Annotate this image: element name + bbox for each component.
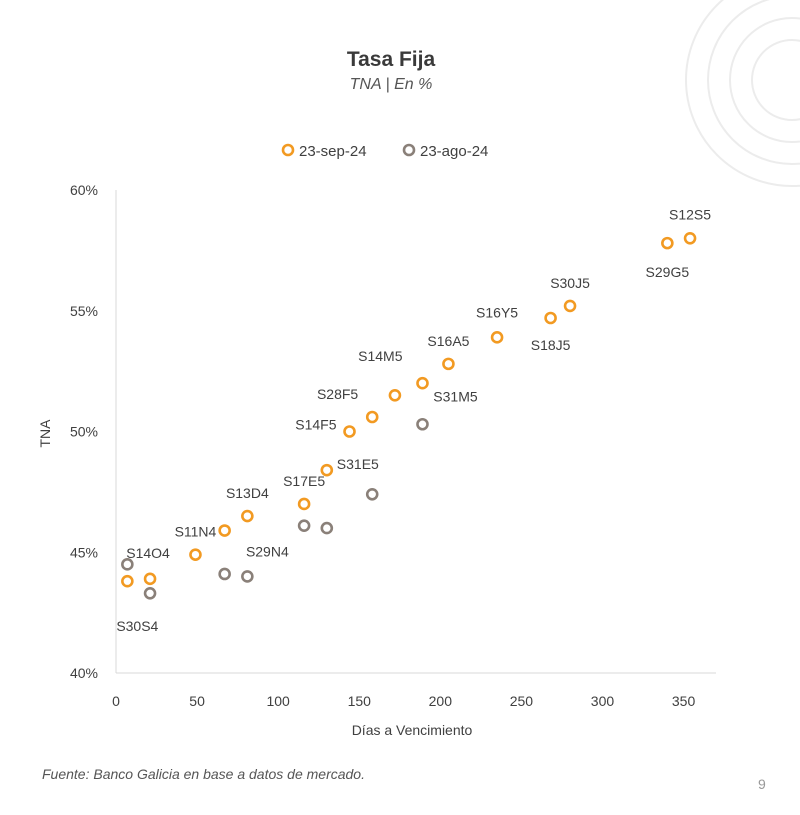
y-tick-label: 40% bbox=[70, 665, 98, 681]
y-tick-label: 45% bbox=[70, 544, 98, 560]
point-label: S28F5 bbox=[317, 386, 358, 402]
y-tick-label: 50% bbox=[70, 424, 98, 440]
point-label: S14F5 bbox=[295, 417, 336, 433]
point-label: S31E5 bbox=[337, 456, 379, 472]
point-label: S14O4 bbox=[126, 545, 170, 561]
point-label: S18J5 bbox=[531, 337, 571, 353]
point-23-sep-24 bbox=[320, 463, 334, 477]
x-tick-label: 100 bbox=[266, 693, 290, 709]
x-tick-label: 250 bbox=[510, 693, 534, 709]
point-23-sep-24 bbox=[661, 236, 674, 250]
point-23-ago-24 bbox=[297, 519, 311, 532]
x-tick-label: 50 bbox=[189, 693, 205, 709]
point-23-sep-24 bbox=[189, 548, 202, 561]
point-23-ago-24 bbox=[416, 417, 429, 431]
chart-title: Tasa Fija bbox=[346, 48, 436, 71]
point-23-sep-24 bbox=[563, 299, 577, 313]
point-23-ago-24 bbox=[241, 570, 254, 583]
point-label: S29G5 bbox=[646, 264, 690, 280]
point-23-sep-24 bbox=[241, 509, 254, 523]
source-note: Fuente: Banco Galicia en base a datos de… bbox=[42, 766, 365, 782]
point-23-sep-24 bbox=[121, 574, 134, 588]
y-axis-title: TNA bbox=[37, 419, 53, 448]
point-23-sep-24 bbox=[343, 425, 356, 438]
point-label: S16Y5 bbox=[476, 304, 518, 320]
point-label: S31M5 bbox=[433, 388, 478, 404]
point-23-ago-24 bbox=[218, 567, 231, 581]
y-tick-label: 60% bbox=[70, 182, 98, 198]
point-label: S12S5 bbox=[669, 206, 711, 222]
point-23-sep-24 bbox=[143, 572, 157, 586]
legend-label: 23-ago-24 bbox=[420, 143, 488, 160]
point-label: S16A5 bbox=[427, 333, 469, 349]
x-tick-label: 0 bbox=[112, 693, 120, 709]
point-23-sep-24 bbox=[544, 311, 557, 325]
point-23-sep-24 bbox=[297, 497, 311, 511]
x-tick-label: 300 bbox=[591, 693, 615, 709]
point-label: S11N4 bbox=[175, 524, 217, 540]
point-23-ago-24 bbox=[143, 587, 157, 600]
point-23-ago-24 bbox=[320, 521, 334, 535]
legend-marker bbox=[402, 143, 416, 157]
x-tick-label: 350 bbox=[672, 693, 696, 709]
point-label: S17E5 bbox=[283, 473, 325, 489]
point-23-ago-24 bbox=[121, 558, 134, 571]
point-label: S14M5 bbox=[358, 348, 403, 364]
point-label: S30J5 bbox=[550, 275, 590, 291]
point-23-sep-24 bbox=[416, 376, 429, 390]
x-axis-title: Días a Vencimiento bbox=[352, 722, 473, 738]
point-23-sep-24 bbox=[442, 357, 455, 371]
x-tick-label: 150 bbox=[348, 693, 372, 709]
page-number: 9 bbox=[758, 776, 766, 792]
y-tick-label: 55% bbox=[70, 303, 98, 319]
point-label: S29N4 bbox=[246, 543, 289, 559]
point-23-sep-24 bbox=[388, 388, 402, 402]
legend-marker bbox=[281, 143, 295, 157]
point-23-sep-24 bbox=[218, 524, 231, 537]
point-23-sep-24 bbox=[365, 410, 379, 424]
legend-label: 23-sep-24 bbox=[299, 143, 367, 160]
chart-subtitle: TNA | En % bbox=[349, 76, 433, 93]
x-tick-label: 200 bbox=[429, 693, 453, 709]
point-label: S30S4 bbox=[116, 618, 158, 634]
point-23-sep-24 bbox=[490, 331, 504, 344]
point-23-sep-24 bbox=[683, 232, 697, 245]
point-23-ago-24 bbox=[365, 487, 379, 501]
point-label: S13D4 bbox=[226, 485, 269, 501]
